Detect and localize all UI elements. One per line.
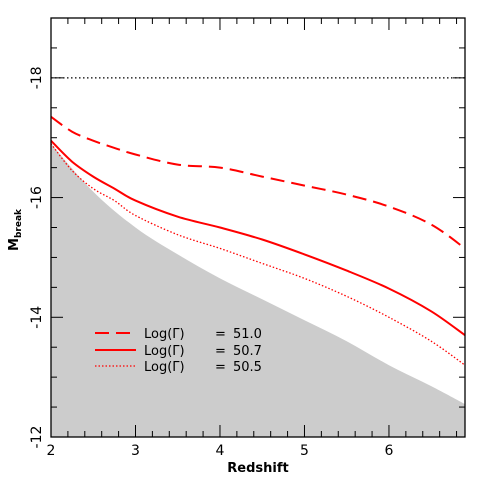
legend-value-1: 51.0 (233, 327, 262, 342)
legend-value-3: 50.5 (233, 360, 262, 375)
legend-equals-2: = (215, 344, 226, 359)
x-tick-label: 3 (131, 443, 140, 459)
x-tick-label: 4 (216, 443, 225, 459)
legend-equals-3: = (215, 360, 226, 375)
legend: Log(Γ) = 51.0 Log(Γ) = 50.7 Log(Γ) = 50.5 (95, 327, 262, 375)
tick-labels: 2 3 4 5 6 -12 -14 -16 -18 (29, 66, 393, 459)
legend-equals-1: = (215, 327, 226, 342)
y-tick-label: -12 (29, 426, 45, 449)
plot-area (51, 77, 465, 437)
svg-text:Mbreak: Mbreak (7, 208, 24, 251)
y-axis-title-main: M (7, 238, 22, 251)
y-tick-label: -18 (29, 66, 45, 89)
series-line-1 (51, 115, 465, 250)
legend-value-2: 50.7 (233, 344, 262, 359)
x-axis-title: Redshift (227, 461, 288, 476)
y-tick-label: -16 (29, 186, 45, 209)
series-line-2 (51, 139, 465, 337)
legend-label-3: Log(Γ) (144, 360, 185, 375)
x-tick-label: 5 (300, 443, 309, 459)
x-tick-label: 2 (47, 443, 56, 459)
series-line-3 (51, 143, 465, 366)
y-axis-title-subscript: break (14, 208, 24, 238)
x-tick-label: 6 (384, 443, 393, 459)
axis-ticks (50, 17, 465, 438)
y-axis-title: Mbreak (7, 208, 24, 251)
legend-label-2: Log(Γ) (144, 344, 185, 359)
legend-label-1: Log(Γ) (144, 327, 185, 342)
shaded-region (51, 143, 465, 437)
y-tick-label: -14 (29, 306, 45, 329)
